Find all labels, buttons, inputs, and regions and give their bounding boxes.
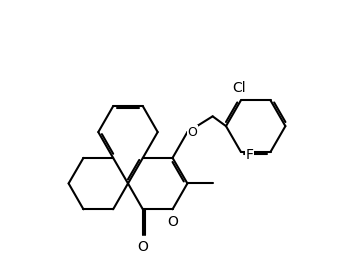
Text: O: O (187, 126, 197, 139)
Text: O: O (167, 215, 178, 229)
Text: O: O (137, 240, 148, 254)
Text: Cl: Cl (233, 81, 246, 95)
Text: F: F (245, 148, 253, 162)
